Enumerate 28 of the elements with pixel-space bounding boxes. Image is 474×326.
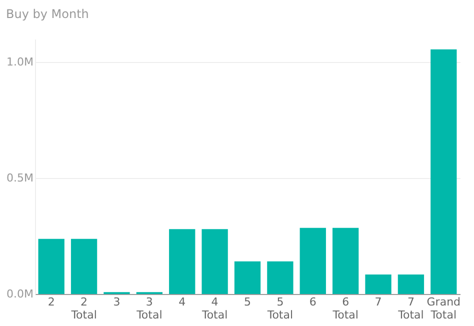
x-tick-label: Grand Total — [426, 296, 461, 322]
x-tick-label: 5 Total — [266, 296, 294, 322]
x-tick-label: 2 Total — [70, 296, 97, 322]
x-tick-label: 4 — [178, 296, 186, 308]
x-tick-label: 3 Total — [136, 296, 162, 322]
x-tick-label: 7 — [374, 296, 382, 308]
bar — [70, 238, 98, 294]
bar — [38, 238, 64, 294]
y-tick-label: 1.0M — [6, 56, 34, 69]
y-tick-label: 0.0M — [6, 288, 34, 300]
x-tick-label: 5 — [244, 296, 251, 308]
bar — [332, 228, 359, 294]
x-tick-label: 6 Total — [332, 296, 358, 322]
x-tick-label: 3 — [113, 296, 120, 308]
bar — [398, 274, 424, 294]
x-tick-label: 7 Total — [397, 296, 424, 322]
x-tick-label: 6 — [309, 296, 316, 308]
bar — [430, 49, 457, 294]
bar — [234, 261, 261, 294]
bar — [169, 229, 196, 294]
bar — [202, 229, 228, 294]
y-tick-label: 0.5M — [6, 172, 34, 185]
chart-title: Buy by Month — [6, 7, 89, 21]
bar — [300, 228, 326, 294]
x-tick-label: 2 — [48, 296, 55, 308]
bar — [267, 261, 294, 294]
bar — [365, 274, 392, 294]
x-tick-label: 4 Total — [200, 296, 228, 322]
